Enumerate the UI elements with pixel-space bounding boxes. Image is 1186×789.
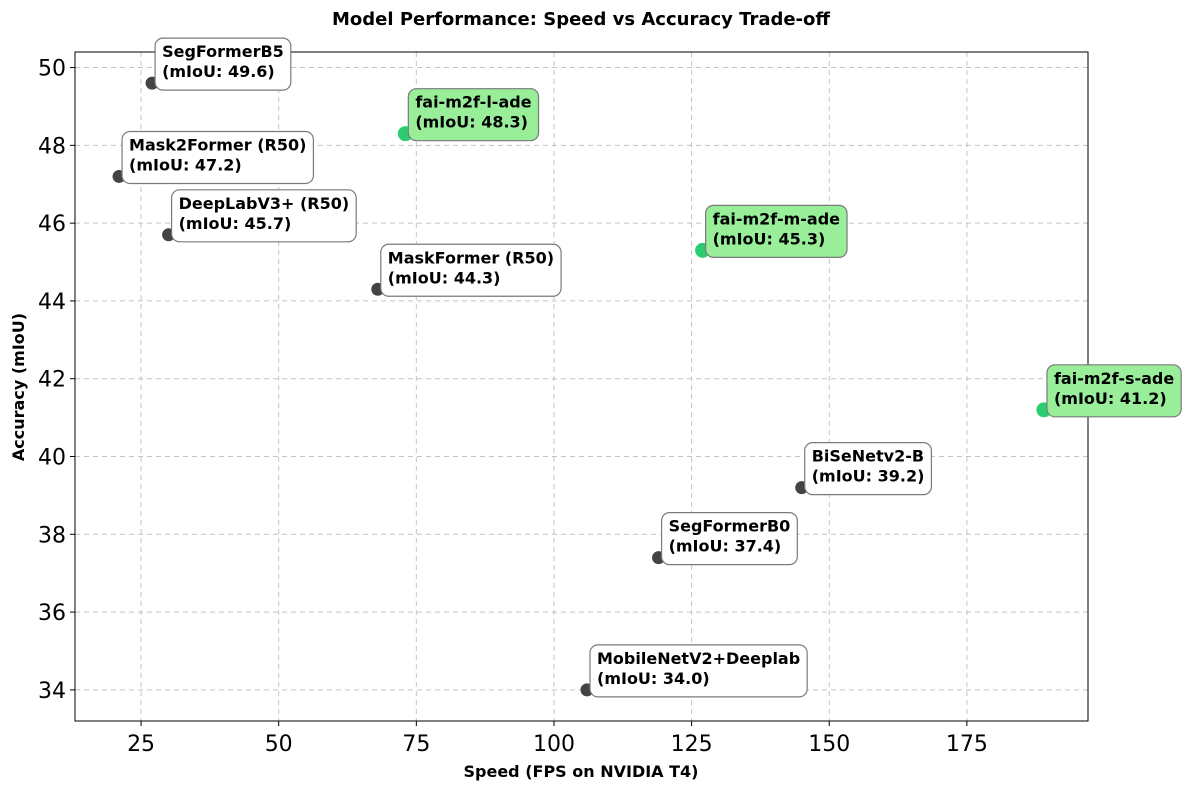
point-label: fai-m2f-s-ade(mIoU: 41.2) [1046, 364, 1182, 418]
x-tick-label: 75 [402, 732, 430, 757]
label-box [154, 37, 292, 91]
point-label: DeepLabV3+ (R50)(mIoU: 45.7) [170, 189, 357, 243]
point-label-value: (mIoU: 47.2) [129, 155, 242, 174]
x-tick-label: 50 [265, 732, 293, 757]
point-label-value: (mIoU: 45.3) [713, 229, 826, 248]
y-tick-label: 38 [38, 523, 66, 548]
x-tick-label: 125 [671, 732, 713, 757]
point-label-value: (mIoU: 37.4) [669, 537, 782, 556]
point-label-model: fai-m2f-s-ade [1054, 369, 1174, 388]
point-label-value: (mIoU: 41.2) [1054, 389, 1167, 408]
y-tick-label: 50 [38, 57, 66, 82]
point-label-value: (mIoU: 39.2) [812, 467, 925, 486]
point-label-model: DeepLabV3+ (R50) [179, 194, 350, 213]
point-label-value: (mIoU: 45.7) [179, 214, 292, 233]
point-label: SegFormerB5(mIoU: 49.6) [154, 37, 292, 91]
y-tick-label: 34 [38, 679, 66, 704]
y-tick-label: 46 [38, 212, 66, 237]
point-label-model: BiSeNetv2-B [812, 447, 924, 466]
point-label: MaskFormer (R50)(mIoU: 44.3) [380, 243, 562, 297]
label-box [660, 512, 798, 566]
point-label-model: MobileNetV2+Deeplab [597, 649, 800, 668]
point-label: SegFormerB0(mIoU: 37.4) [660, 512, 798, 566]
axis-ticks: 25 50 75 100 125 150 175 34 36 38 40 42 44 46 48 50 [38, 57, 988, 757]
chart-title: Model Performance: Speed vs Accuracy Tra… [332, 9, 830, 30]
label-box [380, 243, 562, 297]
point-label-model: fai-m2f-m-ade [713, 209, 841, 228]
point-label: Mask2Former (R50)(mIoU: 47.2) [121, 130, 315, 185]
point-label-model: fai-m2f-l-ade [415, 93, 531, 112]
point-label-value: (mIoU: 48.3) [415, 113, 528, 132]
point-label-model: Mask2Former (R50) [129, 135, 306, 154]
label-box [121, 130, 315, 185]
point-label-value: (mIoU: 49.6) [162, 62, 275, 81]
point-label: BiSeNetv2-B(mIoU: 39.2) [804, 442, 933, 496]
point-label-model: MaskFormer (R50) [388, 248, 554, 267]
y-tick-label: 40 [38, 446, 66, 471]
point-label-value: (mIoU: 34.0) [597, 669, 710, 688]
point-label: fai-m2f-m-ade(mIoU: 45.3) [705, 204, 848, 258]
y-axis-label: Accuracy (mIoU) [9, 313, 28, 461]
label-box [170, 189, 357, 243]
label-box [705, 204, 848, 258]
y-tick-label: 42 [38, 368, 66, 393]
y-tick-label: 48 [38, 134, 66, 159]
grid [75, 52, 1088, 721]
y-tick-label: 36 [38, 601, 66, 626]
label-box [1046, 364, 1182, 418]
x-tick-label: 175 [946, 732, 988, 757]
x-tick-label: 150 [808, 732, 850, 757]
point-label-model: SegFormerB0 [669, 517, 791, 536]
point-label: fai-m2f-l-ade(mIoU: 48.3) [407, 88, 540, 142]
x-tick-label: 100 [533, 732, 575, 757]
y-tick-label: 44 [38, 290, 66, 315]
point-label-value: (mIoU: 44.3) [388, 268, 501, 287]
x-axis-label: Speed (FPS on NVIDIA T4) [464, 762, 699, 781]
point-label: MobileNetV2+Deeplab(mIoU: 34.0) [589, 644, 808, 698]
x-tick-label: 25 [127, 732, 155, 757]
label-box [804, 442, 933, 496]
label-box [589, 644, 808, 698]
label-box [407, 88, 540, 142]
point-labels: SegFormerB5(mIoU: 49.6)fai-m2f-l-ade(mIo… [121, 37, 1182, 698]
point-label-model: SegFormerB5 [162, 42, 284, 61]
